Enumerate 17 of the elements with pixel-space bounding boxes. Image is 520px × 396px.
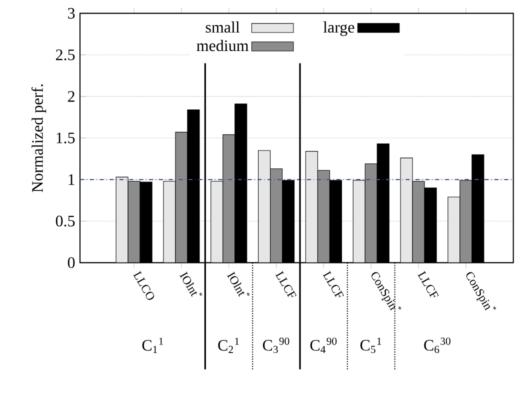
text: C$_{4}$90 xyxy=(310,338,337,353)
text: C$_{5}$1 xyxy=(360,338,382,354)
y-tick-label: 1.5 xyxy=(56,132,75,144)
legend-label: medium xyxy=(196,40,249,52)
y-tick-label: 0.5 xyxy=(56,216,75,227)
y-tick-label: 3 xyxy=(68,8,75,19)
text: C$_{1}$1 xyxy=(142,338,164,353)
text: C$_{3}$90 xyxy=(262,338,290,354)
legend-label: small xyxy=(206,21,240,33)
legend-label: large xyxy=(323,21,354,36)
text: C$_{2}$1 xyxy=(218,338,239,353)
y-tick-label: 2.5 xyxy=(56,49,75,60)
y-tick-label: 2 xyxy=(68,91,74,102)
y-tick-label: 1 xyxy=(68,174,74,185)
y-axis-title: Normalized perf. xyxy=(31,84,46,192)
y-tick-label: 0 xyxy=(68,257,75,268)
text: C$_{6}$30 xyxy=(424,338,450,354)
